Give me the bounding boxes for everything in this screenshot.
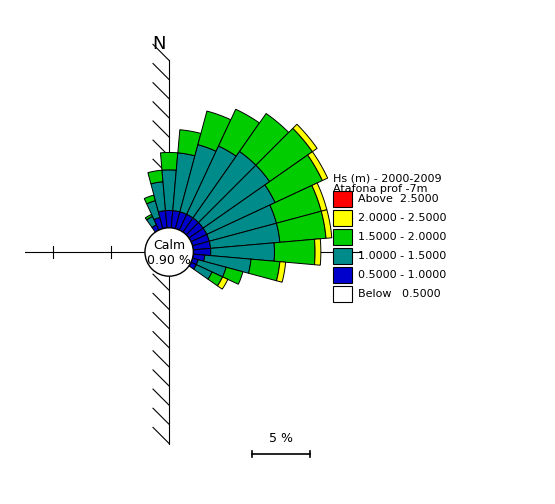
Polygon shape xyxy=(148,170,163,184)
Polygon shape xyxy=(191,234,209,246)
Polygon shape xyxy=(186,223,203,238)
Polygon shape xyxy=(189,228,207,242)
Polygon shape xyxy=(209,223,280,248)
Text: Below   0.5000: Below 0.5000 xyxy=(358,289,441,299)
Polygon shape xyxy=(276,262,286,282)
Text: 1.0000 - 1.5000: 1.0000 - 1.5000 xyxy=(358,251,446,261)
Text: 5 %: 5 % xyxy=(269,431,293,445)
Polygon shape xyxy=(207,205,276,241)
Polygon shape xyxy=(265,155,322,203)
Text: Calm: Calm xyxy=(153,239,185,252)
Text: 0.90 %: 0.90 % xyxy=(147,254,191,267)
Polygon shape xyxy=(189,262,196,269)
Polygon shape xyxy=(240,113,289,165)
Polygon shape xyxy=(152,225,159,232)
Text: 2.0000 - 2.5000: 2.0000 - 2.5000 xyxy=(358,213,447,223)
Polygon shape xyxy=(307,152,327,180)
Polygon shape xyxy=(180,145,216,214)
Polygon shape xyxy=(171,211,180,229)
Polygon shape xyxy=(204,255,251,273)
Polygon shape xyxy=(312,183,327,211)
Text: Atafona prof -7m: Atafona prof -7m xyxy=(333,184,427,194)
Polygon shape xyxy=(154,217,163,230)
Bar xyxy=(333,191,352,207)
Text: N: N xyxy=(152,35,166,53)
Polygon shape xyxy=(147,216,157,227)
Bar xyxy=(333,267,352,283)
Polygon shape xyxy=(193,254,205,261)
Polygon shape xyxy=(173,153,195,212)
Polygon shape xyxy=(165,211,173,228)
Polygon shape xyxy=(158,211,167,229)
Polygon shape xyxy=(249,259,280,281)
Polygon shape xyxy=(199,165,270,228)
Polygon shape xyxy=(191,258,198,265)
Text: 0.5000 - 1.0000: 0.5000 - 1.0000 xyxy=(358,270,446,280)
Polygon shape xyxy=(151,182,165,212)
Polygon shape xyxy=(196,260,226,277)
Bar xyxy=(333,210,352,226)
Polygon shape xyxy=(145,214,153,220)
Polygon shape xyxy=(274,239,315,265)
Polygon shape xyxy=(193,248,211,256)
Polygon shape xyxy=(183,218,199,235)
Bar xyxy=(333,248,352,264)
Polygon shape xyxy=(198,111,231,151)
Circle shape xyxy=(145,228,193,276)
Polygon shape xyxy=(178,130,201,156)
Bar xyxy=(333,286,352,302)
Polygon shape xyxy=(315,239,321,265)
Polygon shape xyxy=(160,153,178,170)
Polygon shape xyxy=(223,267,243,284)
Polygon shape xyxy=(162,170,176,211)
Polygon shape xyxy=(256,129,312,181)
Polygon shape xyxy=(193,152,256,223)
Text: Above  2.5000: Above 2.5000 xyxy=(358,194,439,204)
Polygon shape xyxy=(210,243,275,261)
Polygon shape xyxy=(147,201,160,220)
Polygon shape xyxy=(218,277,228,289)
Polygon shape xyxy=(193,241,210,250)
Polygon shape xyxy=(293,124,317,152)
Text: Hs (m) - 2000-2009: Hs (m) - 2000-2009 xyxy=(333,174,442,184)
Bar xyxy=(333,229,352,245)
Polygon shape xyxy=(321,210,332,238)
Polygon shape xyxy=(208,272,223,286)
Polygon shape xyxy=(203,185,275,234)
Polygon shape xyxy=(175,212,186,230)
Polygon shape xyxy=(270,185,321,223)
Polygon shape xyxy=(179,214,193,232)
Polygon shape xyxy=(194,265,212,279)
Polygon shape xyxy=(186,146,236,218)
Polygon shape xyxy=(276,211,326,242)
Polygon shape xyxy=(144,195,155,204)
Text: 1.5000 - 2.0000: 1.5000 - 2.0000 xyxy=(358,232,447,242)
Polygon shape xyxy=(219,109,260,156)
